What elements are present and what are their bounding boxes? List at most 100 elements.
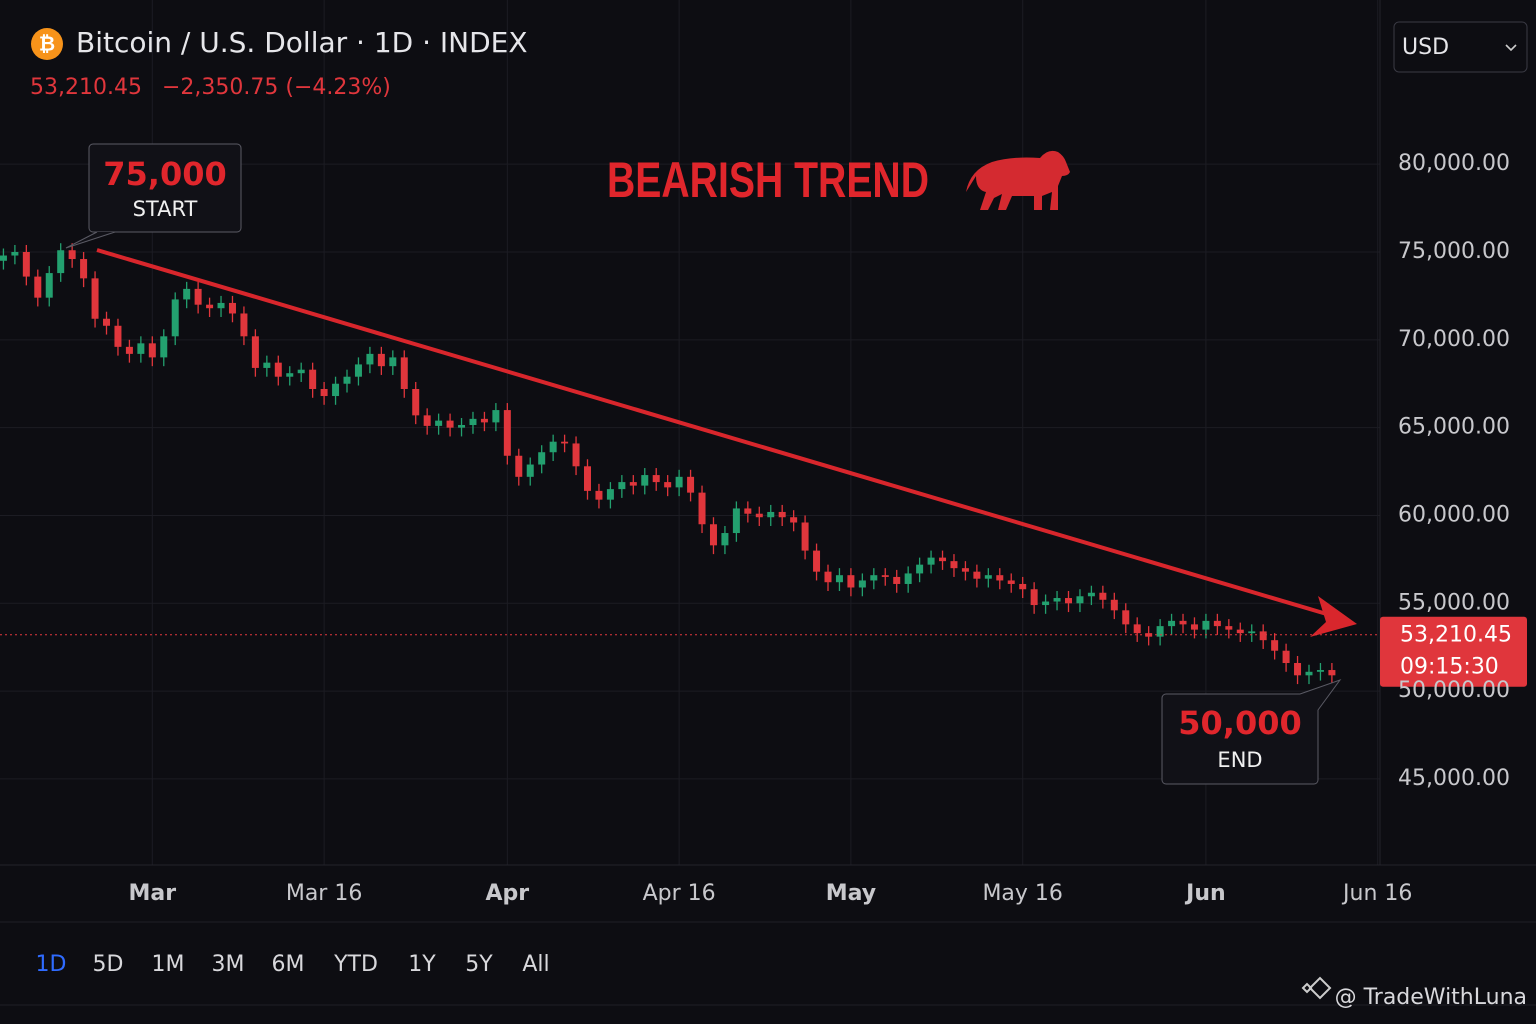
range-button[interactable]: All	[522, 952, 549, 977]
y-tick-label: 70,000.00	[1398, 327, 1510, 352]
candle-body	[561, 441, 569, 444]
watermark-icon	[1301, 976, 1332, 1000]
candle-body	[767, 511, 775, 518]
x-tick-label: Mar 16	[286, 881, 363, 906]
candle-body	[1007, 580, 1015, 584]
header-price: 53,210.45	[30, 75, 142, 100]
candle-body	[1156, 626, 1164, 637]
y-tick-label: 80,000.00	[1398, 151, 1510, 176]
candle-body	[274, 362, 282, 377]
end-pointer	[1299, 678, 1342, 711]
end-label: END	[1217, 748, 1262, 772]
x-tick-label: Jun 16	[1341, 881, 1412, 906]
candle-body	[1225, 626, 1233, 630]
range-button[interactable]: 6M	[272, 952, 305, 977]
candle-body	[595, 490, 603, 500]
candle-body	[206, 304, 214, 309]
candles	[0, 243, 1336, 685]
currency-select[interactable]	[1393, 21, 1528, 73]
candle-body	[835, 575, 843, 583]
candle-body	[1099, 592, 1107, 600]
candle-body	[57, 250, 65, 274]
candle-body	[1202, 620, 1210, 630]
y-tick-label: 45,000.00	[1398, 766, 1510, 791]
candle-body	[881, 575, 889, 577]
candle-body	[1019, 583, 1027, 590]
candle-body	[1213, 620, 1221, 627]
candle-body	[1122, 610, 1130, 625]
x-tick-label: Apr 16	[643, 881, 716, 906]
candle-body	[801, 522, 809, 551]
candle-body	[687, 476, 695, 493]
candle-body	[11, 252, 19, 256]
range-button[interactable]: 5D	[93, 952, 124, 977]
candle-body	[1064, 598, 1072, 604]
end-value: 50,000	[1178, 704, 1301, 742]
candle-body	[320, 389, 328, 397]
candle-body	[755, 513, 763, 518]
candle-body	[160, 336, 168, 358]
candle-body	[721, 533, 729, 546]
candle-body	[641, 475, 649, 486]
candle-body	[446, 420, 454, 428]
candle-body	[228, 302, 236, 314]
range-button[interactable]: 5Y	[465, 952, 493, 977]
range-button[interactable]: 1M	[152, 952, 185, 977]
candle-body	[309, 369, 317, 390]
last-price-label: 53,210.45	[1400, 623, 1512, 648]
range-button[interactable]: 3M	[212, 952, 245, 977]
candle-body	[698, 492, 706, 525]
x-tick-label: May 16	[982, 881, 1062, 906]
candle-body	[870, 575, 878, 581]
candle-body	[240, 313, 248, 337]
candle-body	[1328, 670, 1336, 676]
header-change: −2,350.75 (−4.23%)	[162, 75, 391, 100]
candle-body	[148, 343, 156, 358]
candle-body	[847, 575, 855, 588]
y-tick-label: 55,000.00	[1398, 590, 1510, 615]
candle-body	[1030, 589, 1038, 606]
end-callout	[1161, 693, 1319, 785]
candle-body	[263, 362, 271, 368]
candle-body	[1110, 599, 1118, 611]
candle-body	[45, 273, 53, 298]
candle-body	[492, 410, 500, 423]
candle-body	[916, 564, 924, 574]
candle-body	[1053, 598, 1061, 602]
candle-body	[503, 410, 511, 456]
candle-body	[950, 561, 958, 569]
candle-body	[1294, 663, 1302, 676]
candle-body	[664, 482, 672, 488]
candle-body	[377, 353, 385, 367]
candle-body	[80, 259, 88, 279]
candle-body	[813, 550, 821, 572]
symbol-title: Bitcoin / U.S. Dollar · 1D · INDEX	[76, 26, 528, 59]
candle-body	[1145, 633, 1153, 637]
candle-body	[618, 482, 626, 490]
range-button[interactable]: 1D	[36, 952, 67, 977]
candle-body	[1248, 631, 1256, 634]
candle-body	[904, 573, 912, 584]
watermark: @ TradeWithLuna	[1335, 985, 1527, 1010]
candle-body	[1305, 671, 1313, 676]
candle-body	[354, 364, 362, 377]
btc-icon	[31, 28, 63, 60]
range-button[interactable]: YTD	[333, 952, 378, 977]
range-button[interactable]: 1Y	[408, 952, 436, 977]
candle-body	[114, 325, 122, 347]
candle-body	[286, 373, 294, 377]
last-price-badge	[1380, 616, 1527, 687]
candle-body	[91, 278, 99, 319]
candle-body	[996, 575, 1004, 581]
y-tick-label: 50,000.00	[1398, 678, 1510, 703]
candle-body	[1087, 592, 1095, 597]
x-tick-label: Jun	[1184, 881, 1226, 906]
candle-body	[389, 357, 397, 367]
currency-label[interactable]: USD	[1402, 35, 1449, 60]
candle-body	[1042, 601, 1050, 606]
y-tick-label: 60,000.00	[1398, 502, 1510, 527]
trend-title: BEARISH TREND	[607, 152, 929, 208]
candle-body	[709, 524, 717, 546]
candle-body	[68, 250, 76, 260]
